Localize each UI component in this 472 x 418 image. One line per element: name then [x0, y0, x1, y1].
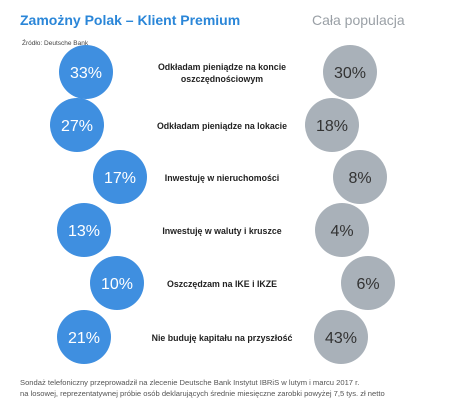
right-title: Cała populacja: [312, 12, 405, 28]
category-label: Inwestuję w waluty i kruszce: [162, 226, 281, 236]
left-title: Zamożny Polak – Klient Premium: [20, 12, 241, 28]
population-value-label: 30%: [334, 65, 366, 82]
premium-bubble: [50, 98, 104, 152]
population-bubble: [323, 45, 377, 99]
population-bubble: [333, 150, 387, 204]
footnote: Sondaż telefoniczny przeprowadził na zle…: [20, 377, 470, 399]
premium-value-label: 21%: [68, 330, 100, 347]
premium-bubble: [59, 45, 113, 99]
category-label: oszczędnościowym: [181, 74, 263, 84]
premium-value-label: 13%: [68, 223, 100, 240]
premium-bubble: [57, 310, 111, 364]
premium-value-label: 10%: [101, 276, 133, 293]
population-bubble: [305, 98, 359, 152]
population-value-label: 8%: [348, 170, 371, 187]
category-label: Odkładam pieniądze na koncie: [158, 62, 286, 72]
population-value-label: 18%: [316, 118, 348, 135]
source-note: Źródło: Deutsche Bank: [22, 40, 89, 47]
category-label: Oszczędzam na IKE i IKZE: [167, 279, 277, 289]
premium-bubble: [90, 256, 144, 310]
premium-value-label: 27%: [61, 118, 93, 135]
population-bubble: [341, 256, 395, 310]
category-label: Inwestuję w nieruchomości: [165, 173, 279, 183]
population-value-label: 6%: [356, 276, 379, 293]
category-label: Nie buduję kapitału na przyszłość: [152, 333, 293, 343]
premium-bubble: [93, 150, 147, 204]
population-value-label: 43%: [325, 330, 357, 347]
population-bubble: [315, 203, 369, 257]
premium-bubble: [57, 203, 111, 257]
premium-value-label: 33%: [70, 65, 102, 82]
population-bubble: [314, 310, 368, 364]
population-value-label: 4%: [330, 223, 353, 240]
footnote-line-2: na losowej, reprezentatywnej próbie osób…: [20, 389, 385, 398]
footnote-line-1: Sondaż telefoniczny przeprowadził na zle…: [20, 378, 360, 387]
premium-value-label: 17%: [104, 170, 136, 187]
category-label: Odkładam pieniądze na lokacie: [157, 121, 287, 131]
